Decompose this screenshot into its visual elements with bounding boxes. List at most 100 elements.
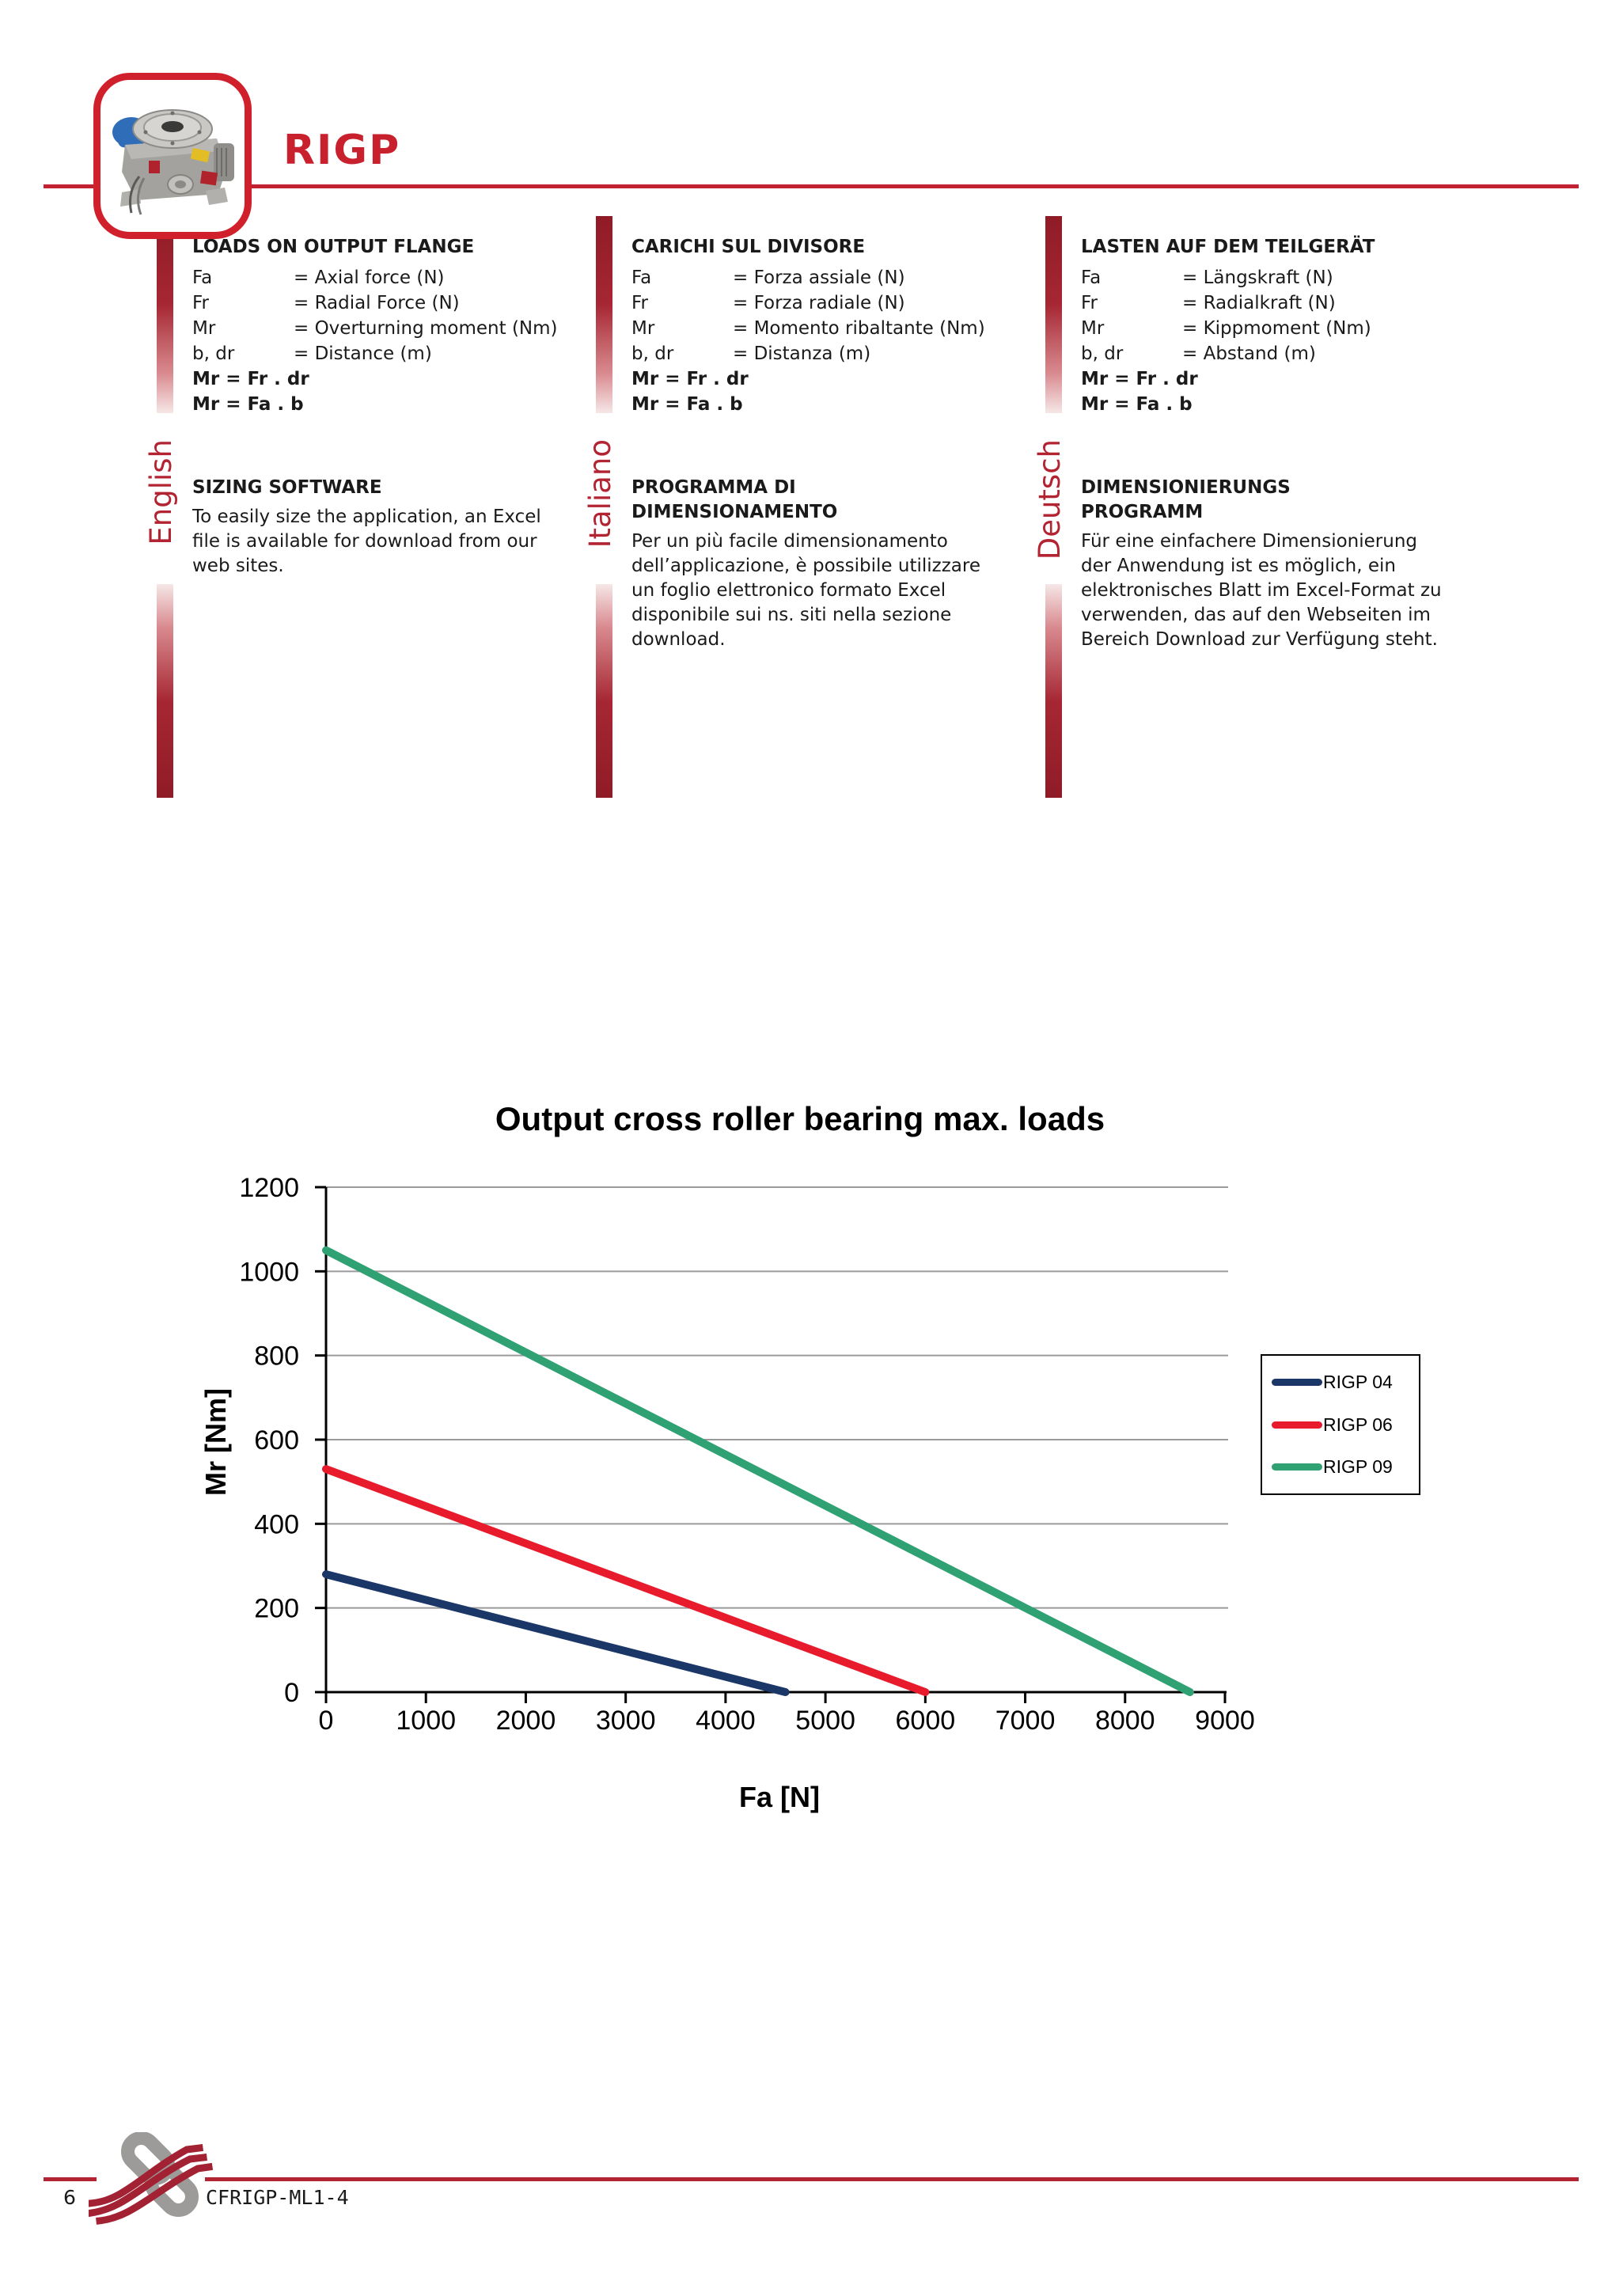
x-tick-label: 4000 — [696, 1706, 756, 1736]
brand-logo — [86, 2131, 227, 2230]
red-rail-bottom — [157, 584, 173, 798]
y-axis-title: Mr [Nm] — [199, 1388, 232, 1496]
legend-line-swatch — [1272, 1379, 1322, 1386]
x-tick-label: 5000 — [795, 1706, 855, 1736]
software-heading: DIMENSIONIERUNGS PROGRAMM — [1081, 477, 1291, 522]
x-tick-label: 6000 — [896, 1706, 956, 1736]
red-rail-top — [1045, 216, 1062, 413]
definition-row: b, dr = Distance (m) — [192, 341, 592, 366]
y-tick-label: 200 — [254, 1594, 299, 1624]
x-tick-label: 1000 — [396, 1706, 456, 1736]
definition-row: Mr = Kippmoment (Nm) — [1081, 316, 1481, 341]
legend-line-swatch — [1272, 1421, 1322, 1429]
symbol: Mr — [631, 318, 655, 339]
symbol: b, dr — [1081, 343, 1124, 364]
meaning: = Längskraft (N) — [1182, 268, 1333, 288]
x-tick-label: 8000 — [1095, 1706, 1155, 1736]
meaning: = Overturning moment (Nm) — [294, 318, 558, 339]
language-label: Italiano — [583, 439, 617, 548]
red-rail-bottom — [596, 584, 612, 798]
definition-row: Mr = Overturning moment (Nm) — [192, 316, 592, 341]
loads-heading: CARICHI SUL DIVISORE — [631, 237, 866, 257]
legend-item-rigp-04: RIGP 04 — [1272, 1372, 1416, 1393]
footer-rule-left — [44, 2177, 97, 2181]
formula: Mr = Fa . b — [1081, 394, 1193, 415]
formula: Mr = Fr . dr — [631, 369, 749, 389]
definition-row: Fr = Forza radiale (N) — [631, 290, 1031, 316]
footer-rule-right — [205, 2177, 1579, 2181]
symbol: Mr — [1081, 318, 1105, 339]
line-chart: 0 200 400 600 800 1000 1200 0 1000 2000 3000 4000 50… — [239, 1173, 1255, 1736]
symbol: Fa — [631, 268, 652, 288]
red-rail-bottom — [1045, 584, 1062, 798]
formula: Mr = Fr . dr — [192, 369, 309, 389]
y-tick-label: 800 — [254, 1342, 299, 1372]
chart-title: Output cross roller bearing max. loads — [495, 1100, 1105, 1137]
meaning: = Kippmoment (Nm) — [1182, 318, 1371, 339]
symbol: b, dr — [631, 343, 674, 364]
x-tick-label: 9000 — [1195, 1706, 1255, 1736]
loads-heading: LASTEN AUF DEM TEILGERÄT — [1081, 237, 1375, 257]
product-photo-frame — [93, 73, 252, 239]
legend-label: RIGP 06 — [1323, 1414, 1393, 1435]
chart-legend: RIGP 04 RIGP 06 RIGP 09 — [1261, 1354, 1420, 1495]
symbol: Fa — [192, 268, 213, 288]
page-title: RIGP — [283, 127, 401, 174]
legend-label: RIGP 09 — [1323, 1456, 1393, 1477]
header-rule — [44, 184, 1579, 188]
definition-row: Fa = Forza assiale (N) — [631, 265, 1031, 290]
x-tick-label: 2000 — [496, 1706, 556, 1736]
formula: Mr = Fa . b — [631, 394, 743, 415]
page-number: 6 — [63, 2186, 76, 2209]
meaning: = Distance (m) — [294, 343, 432, 364]
symbol: Fa — [1081, 268, 1102, 288]
x-tick-label: 3000 — [596, 1706, 656, 1736]
symbol: Fr — [192, 293, 210, 313]
definition-row: Fr = Radial Force (N) — [192, 290, 592, 316]
meaning: = Radialkraft (N) — [1182, 293, 1336, 313]
product-photo — [112, 109, 234, 215]
definition-row: Fr = Radialkraft (N) — [1081, 290, 1481, 316]
software-heading: SIZING SOFTWARE — [192, 477, 382, 498]
series-line-rigp-04 — [322, 1570, 790, 1696]
document-code: CFRIGP-ML1-4 — [206, 2186, 349, 2209]
definition-row: b, dr = Abstand (m) — [1081, 341, 1481, 366]
symbol: Fr — [1081, 293, 1098, 313]
y-tick-label: 1000 — [239, 1257, 299, 1287]
loads-heading: LOADS ON OUTPUT FLANGE — [192, 237, 475, 257]
meaning: = Momento ribaltante (Nm) — [733, 318, 985, 339]
software-heading: PROGRAMMA DI DIMENSIONAMENTO — [631, 477, 838, 522]
red-rail-top — [157, 216, 173, 413]
legend-item-rigp-06: RIGP 06 — [1272, 1414, 1416, 1436]
series-line-rigp-06 — [322, 1465, 930, 1696]
meaning: = Forza radiale (N) — [733, 293, 905, 313]
red-rail-top — [596, 216, 612, 413]
definition-row: b, dr = Distanza (m) — [631, 341, 1031, 366]
y-tick-label: 0 — [284, 1678, 299, 1708]
meaning: = Axial force (N) — [294, 268, 445, 288]
symbol: Fr — [631, 293, 649, 313]
software-text: Per un più facile dimensionamento dell’a… — [631, 531, 980, 650]
formula: Mr = Fr . dr — [1081, 369, 1198, 389]
meaning: = Radial Force (N) — [294, 293, 460, 313]
legend-label: RIGP 04 — [1323, 1372, 1393, 1392]
software-text: To easily size the application, an Excel… — [192, 507, 541, 576]
meaning: = Forza assiale (N) — [733, 268, 905, 288]
x-tick-label: 7000 — [995, 1706, 1056, 1736]
legend-item-rigp-09: RIGP 09 — [1272, 1456, 1416, 1478]
y-tick-label: 400 — [254, 1509, 299, 1539]
definition-row: Fa = Axial force (N) — [192, 265, 592, 290]
symbol: Mr — [192, 318, 216, 339]
meaning: = Abstand (m) — [1182, 343, 1316, 364]
definition-row: Mr = Momento ribaltante (Nm) — [631, 316, 1031, 341]
formula: Mr = Fa . b — [192, 394, 304, 415]
symbol: b, dr — [192, 343, 235, 364]
series-line-rigp-09 — [322, 1246, 1194, 1696]
x-tick-label: 0 — [319, 1706, 334, 1736]
definition-row: Fa = Längskraft (N) — [1081, 265, 1481, 290]
y-tick-label: 1200 — [239, 1173, 299, 1203]
x-axis-title: Fa [N] — [739, 1781, 820, 1813]
legend-line-swatch — [1272, 1463, 1322, 1471]
meaning: = Distanza (m) — [733, 343, 871, 364]
